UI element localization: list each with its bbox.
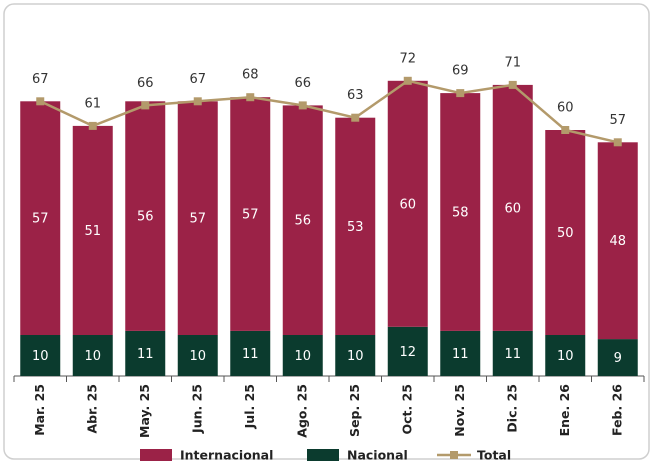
x-tick-label: Jun. 25: [189, 384, 204, 434]
total-marker: [403, 76, 412, 85]
bar-segment: [125, 101, 166, 331]
bar-label: 11: [137, 347, 154, 362]
legend-label: Nacional: [347, 448, 408, 463]
bar-segment: [545, 130, 586, 335]
bar-segment: [492, 84, 533, 331]
bar-segment: [545, 335, 586, 376]
legend-label: Total: [477, 448, 511, 463]
bar-segment: [20, 335, 61, 376]
total-marker: [351, 113, 360, 122]
x-tick-label: Sep. 25: [347, 384, 362, 437]
total-label: 68: [242, 68, 259, 83]
bar-label: 57: [189, 212, 206, 227]
bar-label: 10: [294, 349, 311, 364]
bar-segment: [597, 142, 638, 340]
total-label: 67: [32, 72, 49, 87]
bar-label: 57: [242, 208, 259, 223]
x-tick-label: Mar. 25: [32, 384, 47, 436]
bar-label: 10: [84, 349, 101, 364]
total-label: 60: [557, 101, 574, 116]
x-tick-label: Dic. 25: [504, 384, 519, 433]
bar-segment: [440, 330, 481, 376]
total-marker: [508, 80, 517, 89]
total-marker: [613, 138, 622, 147]
bar-segment: [282, 105, 323, 336]
bar-label: 10: [347, 349, 364, 364]
total-label: 71: [504, 55, 521, 70]
total-marker: [193, 97, 202, 106]
x-tick-label: Nov. 25: [452, 384, 467, 437]
bar-segment: [335, 117, 376, 335]
bar-label: 11: [504, 347, 521, 362]
total-label: 66: [294, 76, 311, 91]
bar-label: 50: [557, 226, 574, 241]
bar-label: 58: [452, 206, 469, 221]
total-marker: [456, 89, 465, 98]
bar-segment: [125, 330, 166, 376]
total-label: 69: [452, 64, 469, 79]
bar-segment: [597, 339, 638, 376]
x-tick-label: Ene. 26: [557, 384, 572, 437]
bar-segment: [72, 335, 113, 376]
total-marker: [141, 101, 150, 110]
bar-segment: [282, 335, 323, 376]
x-tick-label: Feb. 26: [609, 384, 624, 436]
total-marker: [88, 121, 97, 130]
bar-label: 51: [84, 224, 101, 239]
x-tick-label: Ago. 25: [294, 384, 309, 438]
bar-segment: [72, 125, 113, 336]
bar-segment: [335, 335, 376, 376]
legend-marker: [450, 451, 458, 459]
bar-segment: [20, 101, 61, 335]
x-tick-label: Oct. 25: [399, 384, 414, 435]
total-marker: [561, 126, 570, 134]
bar-segment: [440, 93, 481, 331]
total-marker: [298, 101, 307, 110]
bar-label: 11: [452, 347, 469, 362]
bar-label: 56: [294, 214, 311, 229]
bar-label: 10: [32, 349, 49, 364]
bar-label: 11: [242, 347, 259, 362]
legend-label: Internacional: [180, 448, 273, 463]
total-line: [39, 79, 619, 144]
total-label: 66: [137, 76, 154, 91]
total-label: 67: [189, 72, 206, 87]
total-marker: [36, 97, 45, 106]
bar-segment: [177, 335, 218, 376]
x-tick-label: Abr. 25: [84, 384, 99, 434]
bar-label: 48: [609, 234, 626, 249]
total-label: 63: [347, 88, 364, 103]
bar-label: 56: [137, 210, 154, 225]
total-marker: [246, 93, 255, 102]
legend-swatch: [307, 449, 339, 461]
x-tick-label: May. 25: [137, 384, 152, 438]
bar-label: 12: [399, 345, 416, 360]
bar-label: 60: [504, 201, 521, 216]
bar-segment: [492, 330, 533, 376]
total-label: 61: [84, 96, 101, 111]
total-label: 72: [399, 51, 416, 66]
bar-segment: [387, 80, 428, 327]
bar-segment: [230, 97, 271, 331]
bar-segment: [387, 326, 428, 376]
total-label: 57: [609, 113, 626, 128]
x-tick-label: Jul. 25: [242, 384, 257, 429]
bar-label: 10: [189, 349, 206, 364]
bar-label: 57: [32, 212, 49, 227]
bar-segment: [230, 330, 271, 376]
bar-label: 9: [614, 351, 622, 366]
legend-swatch: [140, 449, 172, 461]
bar-label: 53: [347, 220, 364, 235]
bar-label: 10: [557, 349, 574, 364]
bar-segment: [177, 101, 218, 335]
bar-label: 60: [399, 197, 416, 212]
